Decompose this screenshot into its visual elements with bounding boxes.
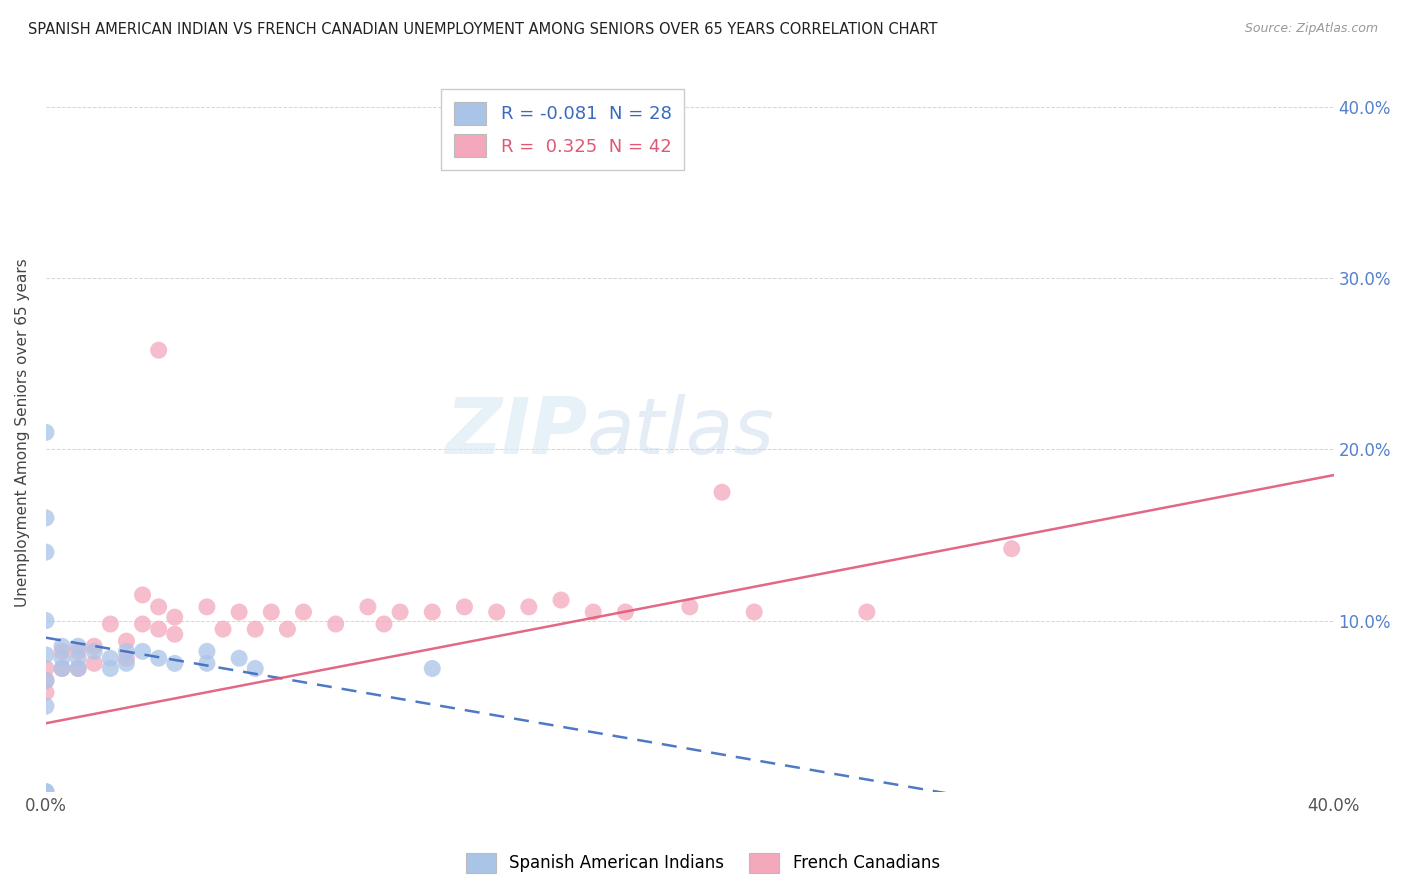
Point bbox=[115, 657, 138, 671]
Point bbox=[115, 651, 138, 665]
Point bbox=[276, 622, 298, 636]
Text: SPANISH AMERICAN INDIAN VS FRENCH CANADIAN UNEMPLOYMENT AMONG SENIORS OVER 65 YE: SPANISH AMERICAN INDIAN VS FRENCH CANADI… bbox=[28, 22, 938, 37]
Point bbox=[228, 605, 250, 619]
Point bbox=[83, 657, 105, 671]
Point bbox=[35, 545, 58, 559]
Point bbox=[98, 617, 121, 632]
Point bbox=[517, 599, 540, 614]
Point bbox=[35, 673, 58, 688]
Point bbox=[389, 605, 412, 619]
Point bbox=[1001, 541, 1024, 556]
Point bbox=[51, 661, 73, 675]
Point bbox=[245, 622, 267, 636]
Point bbox=[83, 639, 105, 653]
Point bbox=[260, 605, 283, 619]
Point bbox=[67, 651, 90, 665]
Point bbox=[98, 661, 121, 675]
Point bbox=[453, 599, 475, 614]
Point bbox=[163, 610, 186, 624]
Point bbox=[420, 605, 443, 619]
Point bbox=[35, 785, 58, 799]
Point bbox=[67, 639, 90, 653]
Point bbox=[35, 511, 58, 525]
Point bbox=[35, 614, 58, 628]
Point bbox=[614, 605, 637, 619]
Point bbox=[67, 661, 90, 675]
Point bbox=[51, 661, 73, 675]
Point bbox=[35, 648, 58, 662]
Point bbox=[195, 644, 218, 658]
Point bbox=[292, 605, 315, 619]
Point bbox=[212, 622, 235, 636]
Y-axis label: Unemployment Among Seniors over 65 years: Unemployment Among Seniors over 65 years bbox=[15, 258, 30, 607]
Point bbox=[325, 617, 347, 632]
Point bbox=[195, 657, 218, 671]
Point bbox=[35, 661, 58, 675]
Point bbox=[148, 343, 170, 358]
Point bbox=[131, 644, 153, 658]
Text: atlas: atlas bbox=[586, 394, 775, 470]
Point bbox=[131, 588, 153, 602]
Point bbox=[148, 599, 170, 614]
Point bbox=[195, 599, 218, 614]
Point bbox=[35, 685, 58, 699]
Point bbox=[83, 644, 105, 658]
Point bbox=[131, 617, 153, 632]
Point bbox=[711, 485, 734, 500]
Point bbox=[856, 605, 879, 619]
Point bbox=[550, 593, 572, 607]
Point bbox=[35, 673, 58, 688]
Point bbox=[51, 644, 73, 658]
Text: ZIP: ZIP bbox=[444, 394, 586, 470]
Point bbox=[51, 651, 73, 665]
Point bbox=[679, 599, 702, 614]
Point bbox=[228, 651, 250, 665]
Point bbox=[582, 605, 605, 619]
Point bbox=[67, 644, 90, 658]
Point bbox=[148, 651, 170, 665]
Point bbox=[742, 605, 765, 619]
Point bbox=[485, 605, 508, 619]
Point bbox=[51, 639, 73, 653]
Point bbox=[245, 661, 267, 675]
Legend: R = -0.081  N = 28, R =  0.325  N = 42: R = -0.081 N = 28, R = 0.325 N = 42 bbox=[441, 89, 685, 169]
Text: Source: ZipAtlas.com: Source: ZipAtlas.com bbox=[1244, 22, 1378, 36]
Point bbox=[373, 617, 395, 632]
Point bbox=[148, 622, 170, 636]
Point bbox=[420, 661, 443, 675]
Point bbox=[98, 651, 121, 665]
Point bbox=[35, 785, 58, 799]
Point bbox=[357, 599, 380, 614]
Point bbox=[35, 699, 58, 714]
Point bbox=[115, 634, 138, 648]
Point bbox=[35, 425, 58, 440]
Point bbox=[67, 661, 90, 675]
Point bbox=[163, 657, 186, 671]
Point bbox=[115, 644, 138, 658]
Legend: Spanish American Indians, French Canadians: Spanish American Indians, French Canadia… bbox=[460, 847, 946, 880]
Point bbox=[163, 627, 186, 641]
